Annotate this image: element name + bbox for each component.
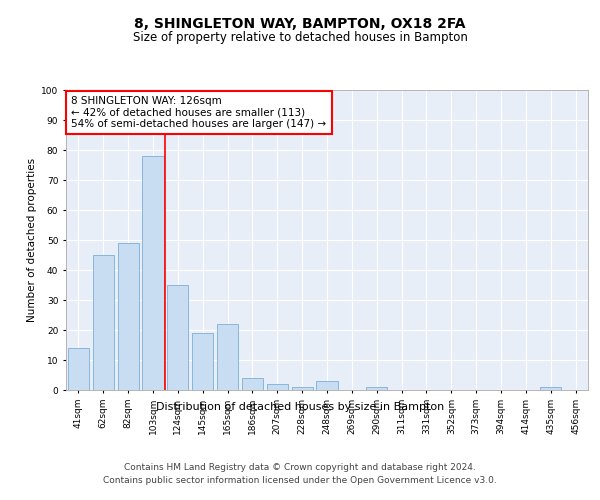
Text: Contains HM Land Registry data © Crown copyright and database right 2024.
Contai: Contains HM Land Registry data © Crown c…: [103, 462, 497, 484]
Bar: [167, 285, 188, 390]
Text: 8 SHINGLETON WAY: 126sqm
← 42% of detached houses are smaller (113)
54% of semi-: 8 SHINGLETON WAY: 126sqm ← 42% of detach…: [71, 96, 326, 129]
Bar: [292, 387, 313, 390]
Bar: [142, 156, 164, 390]
Bar: [267, 384, 288, 390]
Bar: [316, 381, 338, 390]
Bar: [118, 243, 139, 390]
Text: 8, SHINGLETON WAY, BAMPTON, OX18 2FA: 8, SHINGLETON WAY, BAMPTON, OX18 2FA: [134, 18, 466, 32]
Bar: [93, 255, 114, 390]
Bar: [192, 333, 213, 390]
Bar: [540, 387, 561, 390]
Y-axis label: Number of detached properties: Number of detached properties: [27, 158, 37, 322]
Text: Size of property relative to detached houses in Bampton: Size of property relative to detached ho…: [133, 31, 467, 44]
Bar: [366, 387, 387, 390]
Bar: [217, 324, 238, 390]
Bar: [68, 348, 89, 390]
Text: Distribution of detached houses by size in Bampton: Distribution of detached houses by size …: [156, 402, 444, 412]
Bar: [242, 378, 263, 390]
